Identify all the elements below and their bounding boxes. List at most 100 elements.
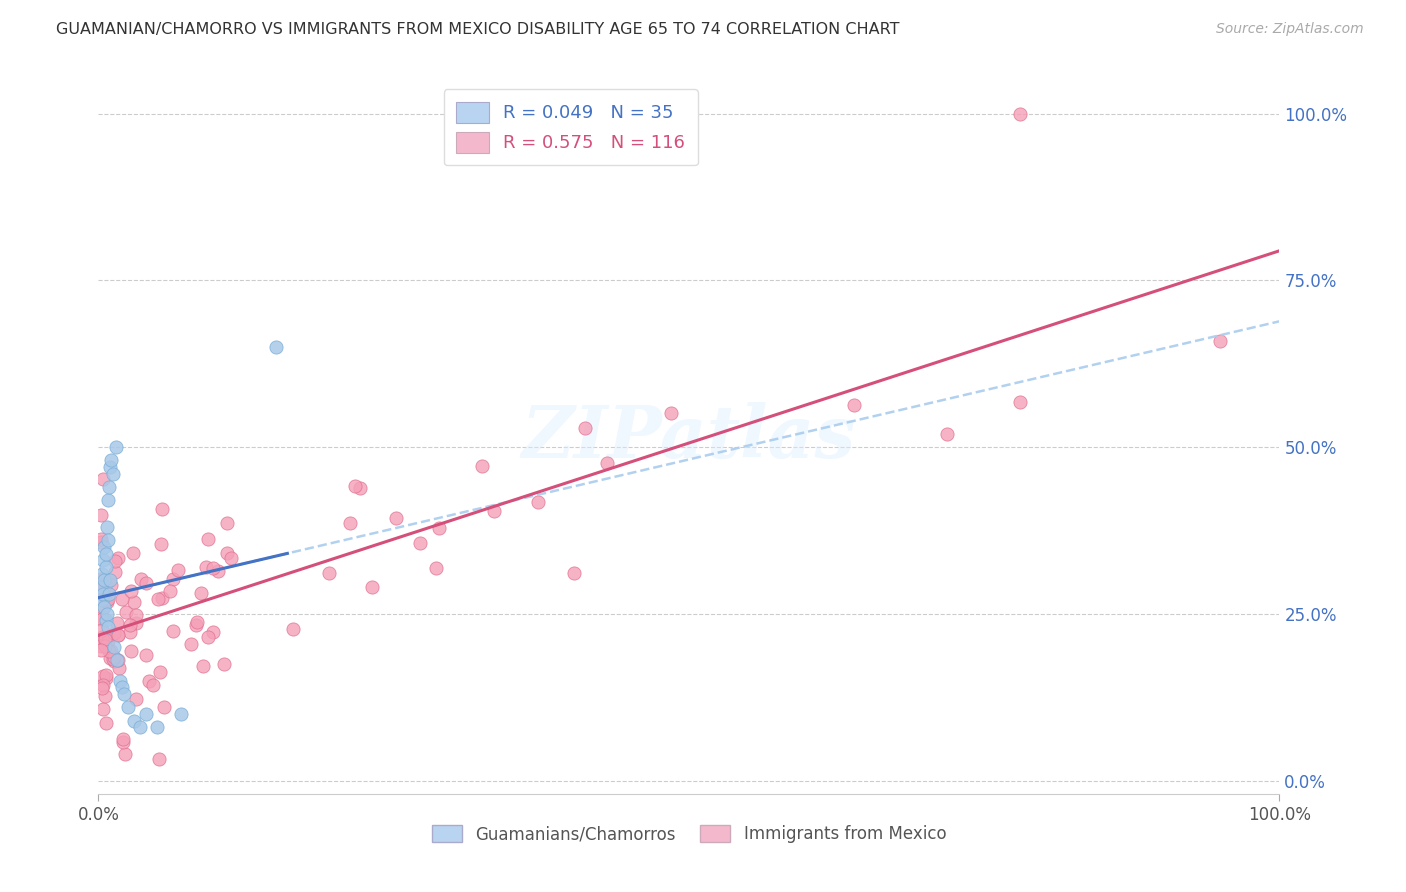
Point: [94, 578, 117, 592]
Point: [318, 566, 340, 580]
Point: [142, 678, 165, 692]
Point: [148, 751, 170, 765]
Point: [90, 640, 112, 654]
Point: [186, 615, 208, 629]
Point: [194, 559, 217, 574]
Point: [97, 620, 120, 634]
Point: [97, 634, 120, 648]
Point: [100, 643, 122, 657]
Point: [215, 546, 238, 560]
Point: [91, 678, 114, 692]
Point: [94, 689, 117, 703]
Point: [90, 642, 112, 657]
Point: [94, 560, 117, 574]
Point: [527, 494, 550, 508]
Point: [94, 671, 117, 685]
Point: [150, 537, 173, 551]
Point: [152, 501, 174, 516]
Point: [482, 504, 505, 518]
Point: [96, 520, 118, 534]
Point: [844, 399, 866, 413]
Point: [103, 649, 125, 664]
Point: [101, 651, 124, 665]
Point: [120, 643, 142, 657]
Point: [170, 706, 193, 721]
Point: [93, 601, 115, 615]
Point: [425, 560, 447, 574]
Point: [212, 657, 235, 671]
Point: [339, 516, 361, 530]
Point: [90, 635, 112, 649]
Point: [190, 586, 212, 600]
Point: [207, 564, 229, 578]
Point: [659, 406, 682, 420]
Point: [94, 632, 117, 647]
Point: [98, 587, 121, 601]
Point: [105, 653, 128, 667]
Point: [103, 654, 125, 668]
Point: [90, 573, 112, 587]
Point: [90, 577, 112, 591]
Point: [1008, 394, 1031, 409]
Point: [197, 631, 219, 645]
Point: [122, 546, 145, 560]
Point: [1209, 334, 1232, 348]
Point: [162, 572, 184, 586]
Point: [101, 467, 124, 481]
Point: [409, 536, 432, 550]
Point: [562, 566, 585, 580]
Point: [100, 650, 122, 665]
Point: [129, 573, 152, 587]
Point: [107, 628, 129, 642]
Point: [97, 493, 120, 508]
Point: [91, 593, 114, 607]
Point: [91, 566, 114, 581]
Point: [107, 627, 129, 641]
Point: [108, 673, 131, 688]
Legend: Guamanians/Chamorros, Immigrants from Mexico: Guamanians/Chamorros, Immigrants from Me…: [425, 818, 953, 850]
Point: [94, 547, 117, 561]
Point: [574, 421, 596, 435]
Point: [98, 480, 121, 494]
Point: [125, 607, 148, 622]
Point: [91, 634, 114, 648]
Point: [281, 622, 304, 636]
Point: [104, 565, 127, 579]
Point: [360, 580, 382, 594]
Point: [103, 625, 125, 640]
Point: [97, 533, 120, 548]
Point: [128, 720, 150, 734]
Point: [385, 510, 408, 524]
Point: [93, 574, 115, 588]
Point: [112, 687, 135, 701]
Point: [104, 554, 127, 568]
Point: [90, 535, 112, 549]
Point: [159, 583, 181, 598]
Point: [264, 340, 287, 354]
Point: [94, 715, 117, 730]
Point: [107, 615, 129, 630]
Point: [146, 720, 169, 734]
Point: [471, 458, 494, 473]
Text: ZIPatlas: ZIPatlas: [522, 401, 856, 473]
Point: [114, 747, 136, 761]
Point: [184, 618, 207, 632]
Point: [94, 639, 117, 653]
Point: [135, 576, 157, 591]
Point: [125, 616, 148, 631]
Point: [111, 735, 134, 749]
Point: [111, 732, 134, 747]
Point: [96, 607, 118, 621]
Point: [96, 668, 118, 682]
Point: [115, 605, 138, 619]
Point: [91, 669, 114, 683]
Point: [202, 561, 225, 575]
Text: Source: ZipAtlas.com: Source: ZipAtlas.com: [1216, 22, 1364, 37]
Point: [153, 700, 176, 714]
Point: [122, 595, 145, 609]
Point: [110, 591, 132, 606]
Point: [122, 714, 145, 728]
Point: [97, 591, 120, 606]
Point: [98, 574, 121, 588]
Point: [134, 648, 156, 662]
